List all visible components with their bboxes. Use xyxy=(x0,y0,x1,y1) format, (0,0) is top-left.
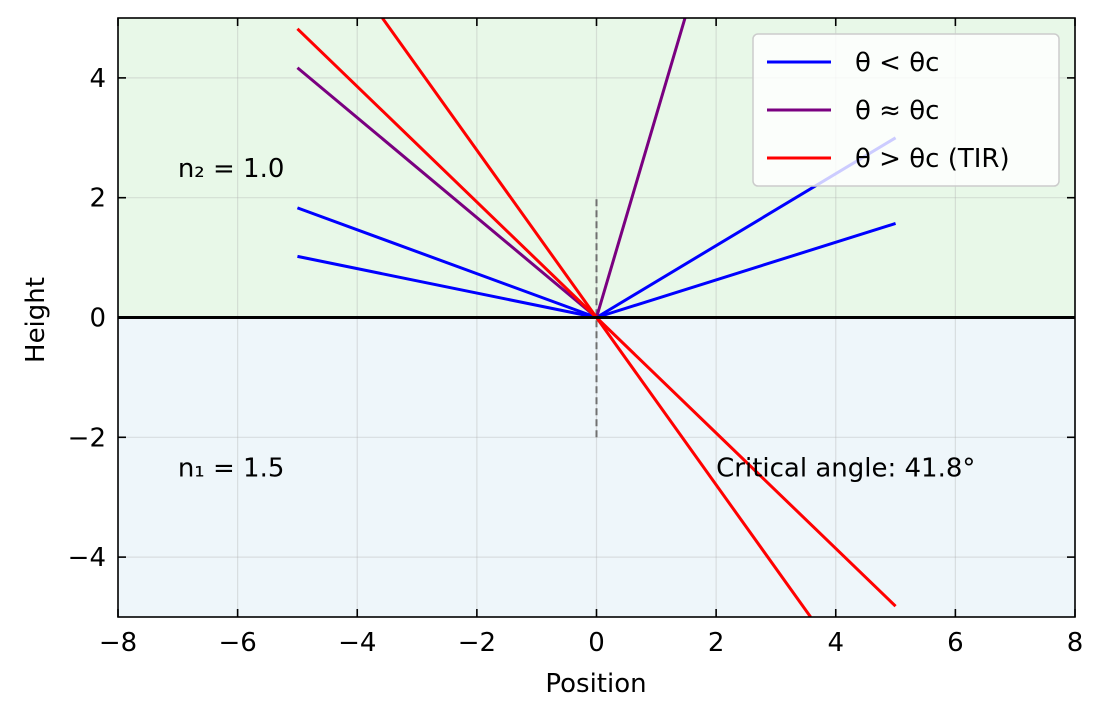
y-tick-label: −2 xyxy=(68,423,106,453)
y-axis-label: Height xyxy=(21,277,51,363)
ray-purple xyxy=(296,66,598,319)
annotation-text: n₂ = 1.0 xyxy=(178,154,285,184)
x-tick-label: 0 xyxy=(588,628,605,658)
ray-purple xyxy=(595,18,687,318)
ray-blue xyxy=(596,222,897,319)
legend-label: θ ≈ θc xyxy=(855,96,939,126)
axis-ticks: −8 −6 −4 −2 0 2 4 6 8 −4 −2 0 2 4 xyxy=(68,18,1084,658)
ray-red xyxy=(595,316,897,608)
x-tick-label: 4 xyxy=(827,628,844,658)
ray-blue xyxy=(296,206,598,319)
x-axis-label: Position xyxy=(545,669,646,699)
annotations: n₂ = 1.0 n₁ = 1.5 Critical angle: 41.8° xyxy=(178,154,976,484)
legend-box xyxy=(752,33,1060,187)
annotation-text: n₁ = 1.5 xyxy=(178,453,285,483)
ray-red xyxy=(381,18,598,319)
ray-red xyxy=(595,316,812,617)
y-tick-label: 4 xyxy=(89,64,106,94)
ray-blue xyxy=(297,254,597,319)
x-tick-label: −2 xyxy=(458,628,496,658)
x-tick-label: −8 xyxy=(99,628,137,658)
ray-red xyxy=(296,27,598,319)
y-tick-label: −4 xyxy=(68,543,106,573)
y-tick-label: 2 xyxy=(89,184,106,214)
legend: θ < θc θ ≈ θc θ > θc (TIR) xyxy=(752,33,1060,187)
legend-label: θ < θc xyxy=(855,48,939,78)
x-tick-label: −4 xyxy=(338,628,376,658)
x-tick-label: −6 xyxy=(218,628,256,658)
y-tick-label: 0 xyxy=(89,304,106,334)
legend-label: θ > θc (TIR) xyxy=(855,144,1010,174)
annotation-text: Critical angle: 41.8° xyxy=(716,453,975,483)
x-tick-label: 2 xyxy=(708,628,725,658)
x-tick-label: 6 xyxy=(947,628,964,658)
x-tick-label: 8 xyxy=(1067,628,1084,658)
